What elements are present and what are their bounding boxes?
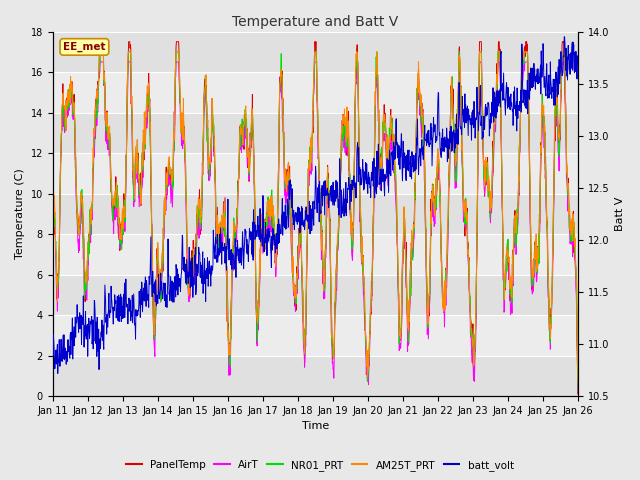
Bar bbox=[52, 153, 578, 193]
Y-axis label: Temperature (C): Temperature (C) bbox=[15, 168, 25, 259]
Legend: PanelTemp, AirT, NR01_PRT, AM25T_PRT, batt_volt: PanelTemp, AirT, NR01_PRT, AM25T_PRT, ba… bbox=[122, 456, 518, 475]
Bar bbox=[52, 275, 578, 315]
Y-axis label: Batt V: Batt V bbox=[615, 197, 625, 231]
Bar bbox=[52, 32, 578, 72]
Bar bbox=[52, 72, 578, 113]
Bar bbox=[52, 234, 578, 275]
Bar bbox=[52, 315, 578, 356]
Bar bbox=[52, 113, 578, 153]
Title: Temperature and Batt V: Temperature and Batt V bbox=[232, 15, 399, 29]
Bar bbox=[52, 193, 578, 234]
Bar bbox=[52, 356, 578, 396]
Text: EE_met: EE_met bbox=[63, 42, 106, 52]
X-axis label: Time: Time bbox=[301, 421, 329, 432]
